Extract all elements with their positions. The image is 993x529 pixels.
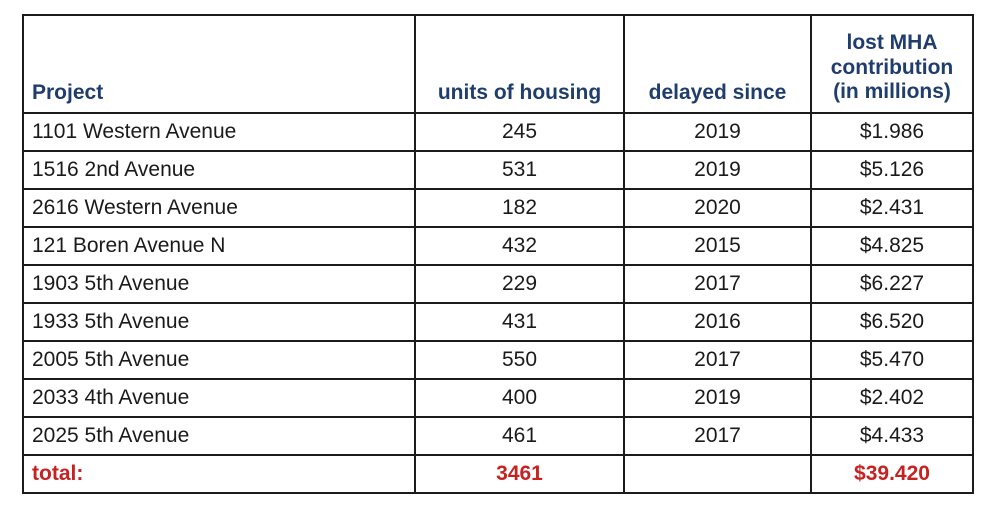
table-row: 1516 2nd Avenue 531 2019 $5.126 (22, 150, 974, 190)
cell-units: 431 (414, 302, 625, 342)
header-row: Project units of housing delayed since l… (22, 14, 974, 114)
column-header-lost-mha-contribution: lost MHA contribution (in millions) (810, 14, 974, 114)
cell-delayed-since: 2019 (623, 378, 812, 418)
column-header-units-of-housing: units of housing (414, 14, 625, 114)
cell-lost-mha: $1.986 (810, 112, 974, 152)
total-delayed-empty (623, 454, 812, 494)
cell-lost-mha: $5.470 (810, 340, 974, 380)
cell-units: 550 (414, 340, 625, 380)
cell-lost-mha: $6.520 (810, 302, 974, 342)
table-row: 2616 Western Avenue 182 2020 $2.431 (22, 188, 974, 228)
cell-delayed-since: 2019 (623, 112, 812, 152)
cell-units: 461 (414, 416, 625, 456)
cell-units: 245 (414, 112, 625, 152)
cell-units: 182 (414, 188, 625, 228)
cell-lost-mha: $4.433 (810, 416, 974, 456)
cell-lost-mha: $6.227 (810, 264, 974, 304)
table-row: 2005 5th Avenue 550 2017 $5.470 (22, 340, 974, 380)
cell-delayed-since: 2015 (623, 226, 812, 266)
cell-delayed-since: 2017 (623, 264, 812, 304)
table-row: 1903 5th Avenue 229 2017 $6.227 (22, 264, 974, 304)
cell-delayed-since: 2016 (623, 302, 812, 342)
column-header-delayed-since: delayed since (623, 14, 812, 114)
cell-units: 432 (414, 226, 625, 266)
cell-delayed-since: 2020 (623, 188, 812, 228)
mha-contributions-table: Project units of housing delayed since l… (22, 14, 974, 494)
column-header-project: Project (22, 14, 416, 114)
cell-units: 400 (414, 378, 625, 418)
cell-project: 121 Boren Avenue N (22, 226, 416, 266)
cell-delayed-since: 2017 (623, 416, 812, 456)
cell-units: 531 (414, 150, 625, 190)
cell-project: 2616 Western Avenue (22, 188, 416, 228)
cell-units: 229 (414, 264, 625, 304)
total-units: 3461 (414, 454, 625, 494)
table-row: 121 Boren Avenue N 432 2015 $4.825 (22, 226, 974, 266)
cell-project: 1933 5th Avenue (22, 302, 416, 342)
cell-lost-mha: $5.126 (810, 150, 974, 190)
table-row: 2033 4th Avenue 400 2019 $2.402 (22, 378, 974, 418)
cell-delayed-since: 2019 (623, 150, 812, 190)
cell-project: 1101 Western Avenue (22, 112, 416, 152)
table-row: 2025 5th Avenue 461 2017 $4.433 (22, 416, 974, 456)
cell-project: 1903 5th Avenue (22, 264, 416, 304)
cell-lost-mha: $4.825 (810, 226, 974, 266)
total-label: total: (22, 454, 416, 494)
total-row: total: 3461 $39.420 (22, 454, 974, 494)
cell-project: 2005 5th Avenue (22, 340, 416, 380)
cell-lost-mha: $2.431 (810, 188, 974, 228)
table-row: 1933 5th Avenue 431 2016 $6.520 (22, 302, 974, 342)
cell-project: 2025 5th Avenue (22, 416, 416, 456)
table-row: 1101 Western Avenue 245 2019 $1.986 (22, 112, 974, 152)
total-lost-mha: $39.420 (810, 454, 974, 494)
cell-delayed-since: 2017 (623, 340, 812, 380)
cell-project: 1516 2nd Avenue (22, 150, 416, 190)
cell-lost-mha: $2.402 (810, 378, 974, 418)
cell-project: 2033 4th Avenue (22, 378, 416, 418)
